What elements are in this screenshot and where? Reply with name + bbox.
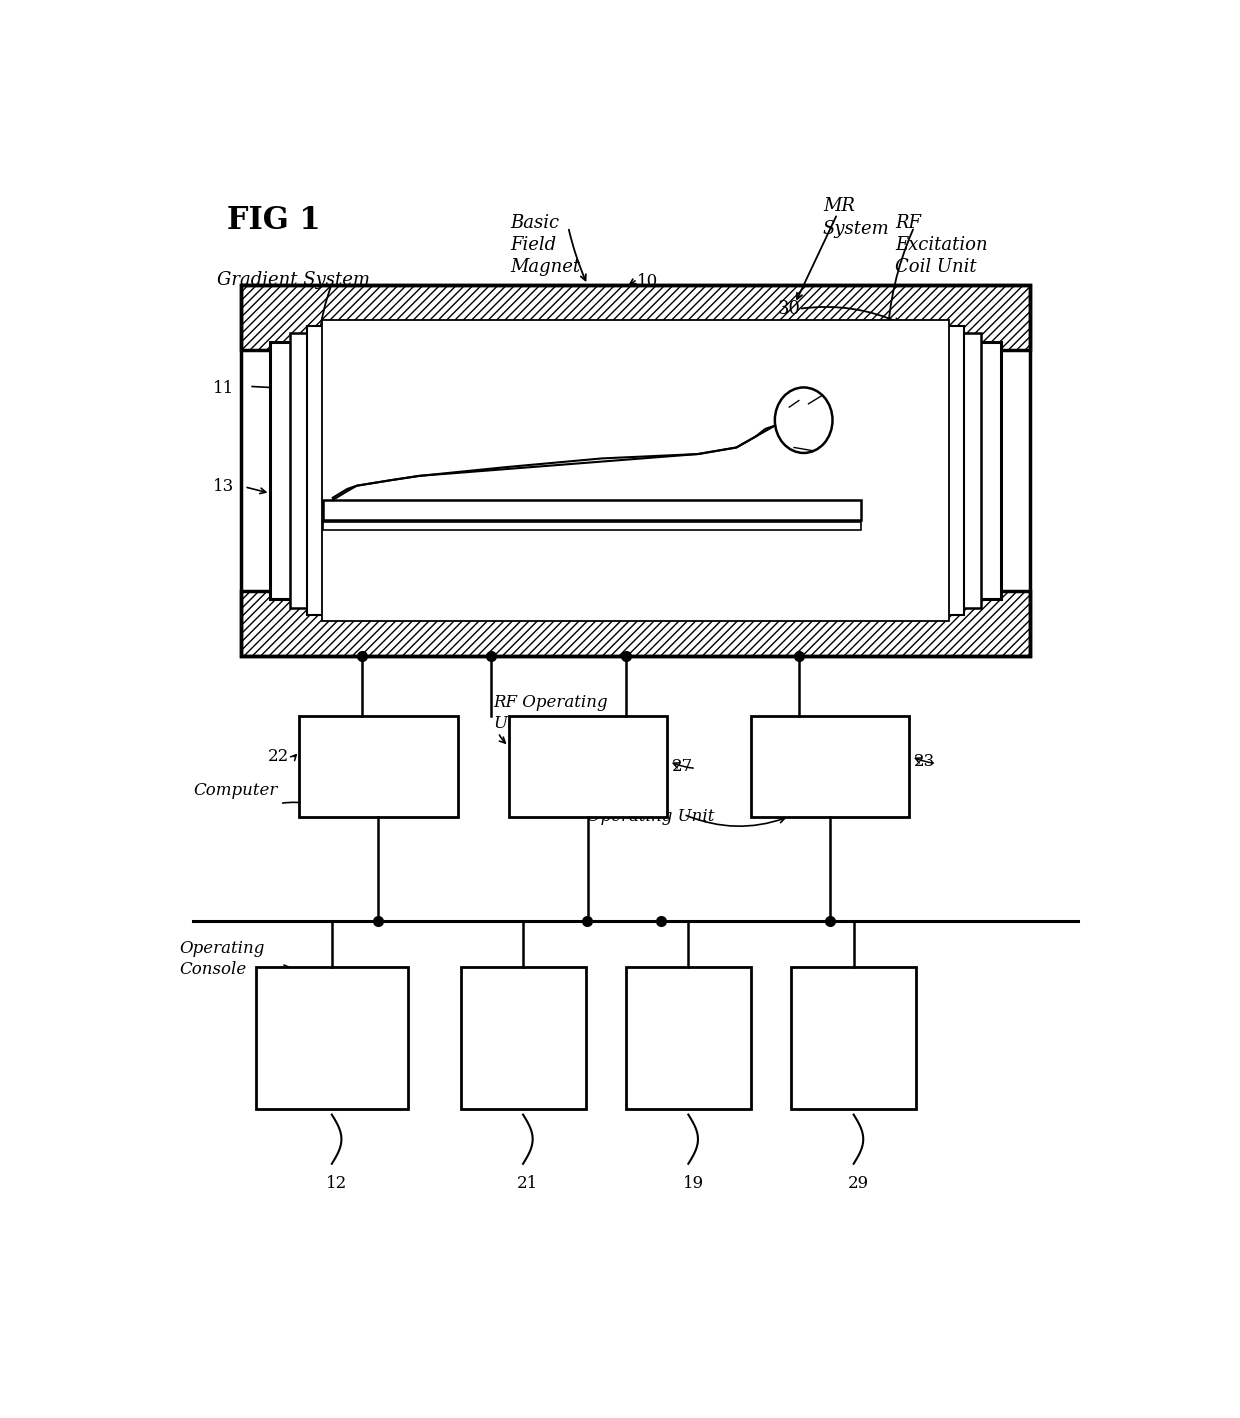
Bar	[751, 716, 909, 817]
Text: RF
Receiver
Coils: RF Receiver Coils	[857, 498, 931, 556]
Bar	[255, 967, 408, 1109]
Bar	[242, 590, 1029, 657]
Text: 10: 10	[637, 274, 658, 291]
Text: 21: 21	[517, 1174, 538, 1191]
Bar	[791, 967, 916, 1109]
Bar	[324, 522, 862, 530]
Bar	[626, 967, 750, 1109]
Text: Computer: Computer	[193, 781, 278, 798]
Text: 12: 12	[326, 1174, 347, 1191]
Bar	[270, 342, 1001, 600]
Bar	[306, 326, 965, 614]
Text: 22: 22	[268, 747, 289, 764]
Text: 15a: 15a	[857, 345, 888, 362]
Text: RF Operating
Unit: RF Operating Unit	[494, 695, 608, 732]
Text: 28: 28	[857, 380, 878, 397]
Bar	[508, 716, 667, 817]
Text: 19: 19	[682, 1174, 704, 1191]
Bar	[242, 285, 1029, 657]
Bar	[242, 285, 1029, 350]
Text: FIG 1: FIG 1	[227, 204, 321, 235]
Bar	[322, 319, 949, 621]
Text: 29: 29	[848, 1174, 869, 1191]
Bar	[290, 333, 982, 608]
Bar	[242, 285, 1029, 657]
Text: 13: 13	[213, 478, 234, 495]
Bar	[460, 967, 585, 1109]
Text: Basic
Field
Magnet: Basic Field Magnet	[511, 214, 580, 277]
Text: RF
Excitation
Coil Unit: RF Excitation Coil Unit	[895, 214, 987, 277]
Text: Operating
Console: Operating Console	[179, 940, 264, 978]
Text: Gradient System: Gradient System	[217, 271, 371, 289]
Text: 27: 27	[672, 757, 693, 774]
Text: 23: 23	[914, 753, 935, 770]
Text: 11: 11	[213, 380, 234, 397]
Text: 30: 30	[777, 299, 801, 318]
Text: MR
System: MR System	[823, 197, 889, 238]
Polygon shape	[332, 425, 775, 501]
Text: Gradient
Operating Unit: Gradient Operating Unit	[588, 787, 714, 825]
Text: 14: 14	[857, 415, 878, 432]
Bar	[324, 501, 862, 519]
Bar	[299, 716, 458, 817]
Circle shape	[775, 387, 832, 452]
Text: 15b: 15b	[857, 450, 888, 467]
